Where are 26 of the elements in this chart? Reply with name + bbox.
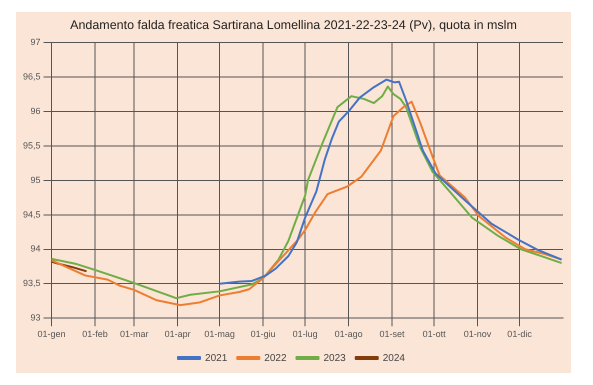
chart-title: Andamento falda freatica Sartirana Lomellina 2021-22-23-24 (Pv), quota in mslm xyxy=(69,18,518,32)
y-tick-label: 96 xyxy=(30,106,41,116)
legend-label: 2022 xyxy=(264,352,287,364)
x-tick-label: 01-gen xyxy=(38,329,66,340)
x-tick-label: 01-apr xyxy=(164,329,191,340)
x-tick-label: 01-lug xyxy=(292,329,318,340)
y-tick-label: 93,5 xyxy=(22,278,41,288)
legend-label: 2023 xyxy=(324,352,346,364)
x-tick-label: 01-ott xyxy=(422,329,446,340)
legend-label: 2024 xyxy=(382,352,406,364)
x-tick-label: 01-mar xyxy=(120,329,148,340)
x-tick-label: 01-giu xyxy=(250,329,276,340)
y-tick-label: 95,5 xyxy=(22,140,41,150)
x-tick-label: 01-feb xyxy=(82,329,108,340)
y-tick-label: 94,5 xyxy=(22,209,41,220)
x-tick-label: 01-mag xyxy=(204,329,235,340)
legend-label: 2021 xyxy=(205,352,228,364)
y-tick-label: 93 xyxy=(30,312,41,323)
y-tick-label: 94 xyxy=(30,244,41,254)
x-tick-label: 01-nov xyxy=(464,329,492,340)
y-tick-label: 96,5 xyxy=(22,71,41,82)
y-tick-label: 97 xyxy=(30,36,41,47)
x-tick-label: 01-ago xyxy=(334,329,363,340)
y-tick-label: 95 xyxy=(30,174,41,185)
x-tick-label: 01-set xyxy=(380,329,406,340)
x-tick-label: 01-dic xyxy=(507,329,532,340)
